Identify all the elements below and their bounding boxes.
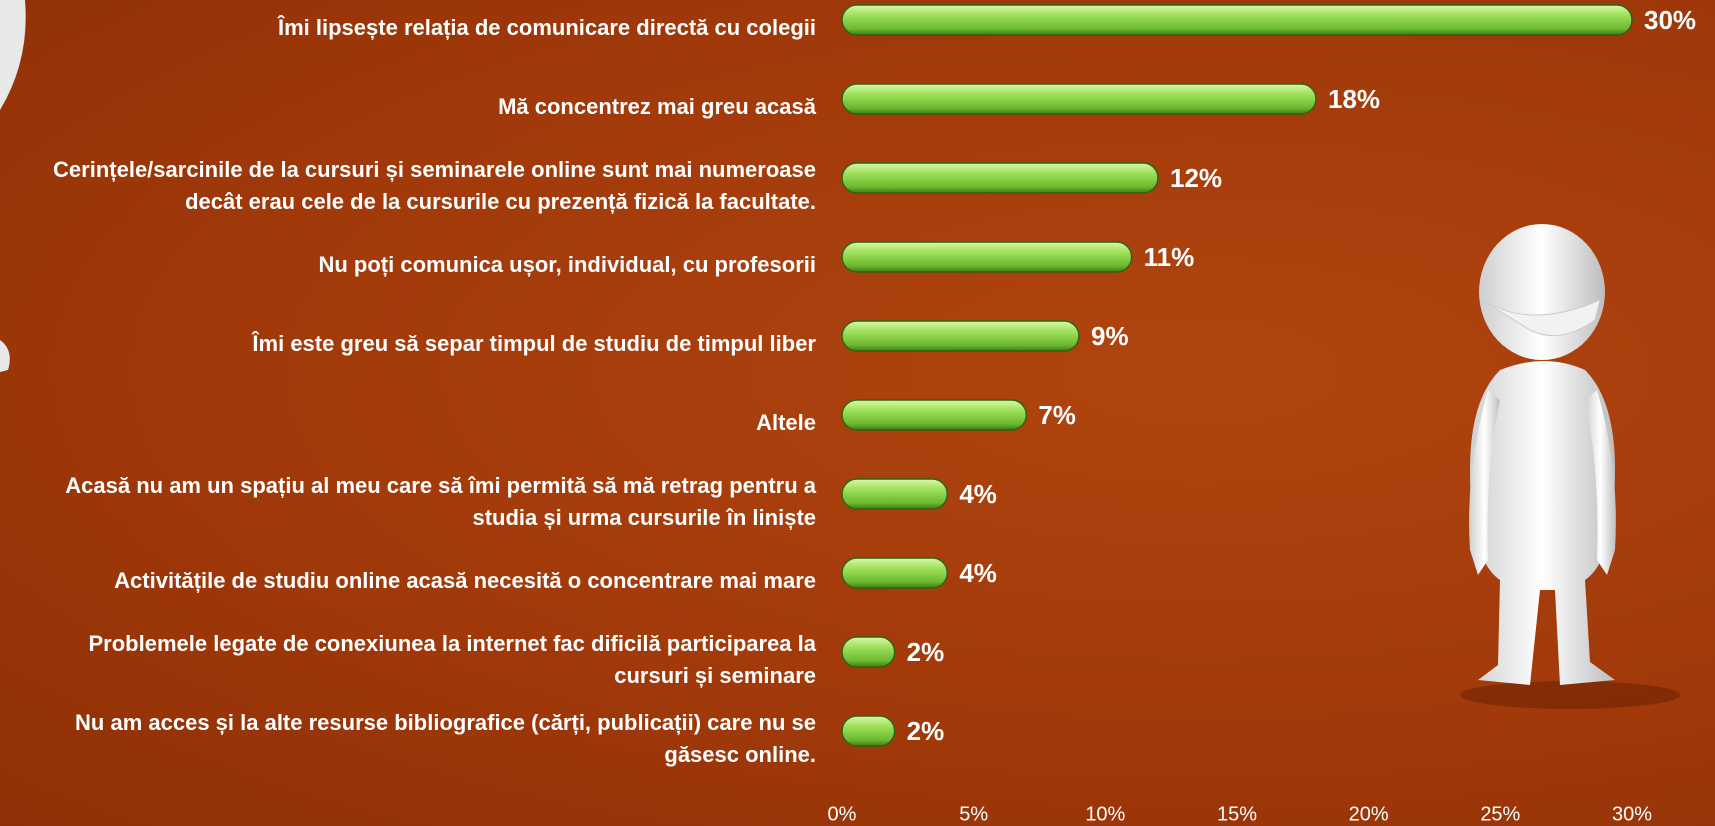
category-label: Mă concentrez mai greu acasă — [498, 94, 816, 119]
x-tick-label: 10% — [1085, 803, 1125, 825]
value-label: 4% — [959, 479, 997, 509]
category-label: Cerințele/sarcinile de la cursuri și sem… — [53, 157, 816, 214]
figure — [1460, 224, 1680, 709]
category-label: Îmi este greu să separ timpul de studiu … — [252, 331, 816, 356]
category-label: Activitățile de studiu online acasă nece… — [114, 568, 816, 593]
value-label: 30% — [1644, 5, 1696, 35]
value-label: 7% — [1038, 400, 1076, 430]
value-label: 4% — [959, 558, 997, 588]
bar — [841, 162, 1159, 194]
value-label: 12% — [1170, 163, 1222, 193]
x-tick-label: 20% — [1349, 803, 1389, 825]
x-tick-label: 5% — [959, 803, 988, 825]
bar — [841, 399, 1028, 431]
category-label: Altele — [756, 410, 816, 435]
bar — [841, 320, 1080, 352]
category-label: Îmi lipsește relația de comunicare direc… — [278, 15, 816, 40]
bar — [841, 715, 896, 747]
bar — [841, 557, 949, 589]
bar — [841, 636, 896, 668]
category-label: Acasă nu am un spațiu al meu care să îmi… — [65, 473, 816, 530]
value-label: 2% — [907, 637, 945, 667]
x-tick-label: 30% — [1612, 803, 1652, 825]
bar — [841, 241, 1133, 273]
x-tick-label: 25% — [1480, 803, 1520, 825]
value-label: 9% — [1091, 321, 1129, 351]
category-label: Nu am acces și la alte resurse bibliogra… — [75, 710, 816, 767]
value-label: 18% — [1328, 84, 1380, 114]
value-label: 2% — [907, 716, 945, 746]
x-tick-label: 0% — [828, 803, 857, 825]
category-label: Problemele legate de conexiunea la inter… — [88, 631, 817, 688]
value-label: 11% — [1144, 242, 1195, 272]
bar — [841, 4, 1633, 36]
category-label: Nu poți comunica ușor, individual, cu pr… — [318, 252, 816, 277]
figure-left — [0, 0, 26, 372]
bar — [841, 83, 1317, 115]
x-tick-label: 15% — [1217, 803, 1257, 825]
bar — [841, 478, 949, 510]
